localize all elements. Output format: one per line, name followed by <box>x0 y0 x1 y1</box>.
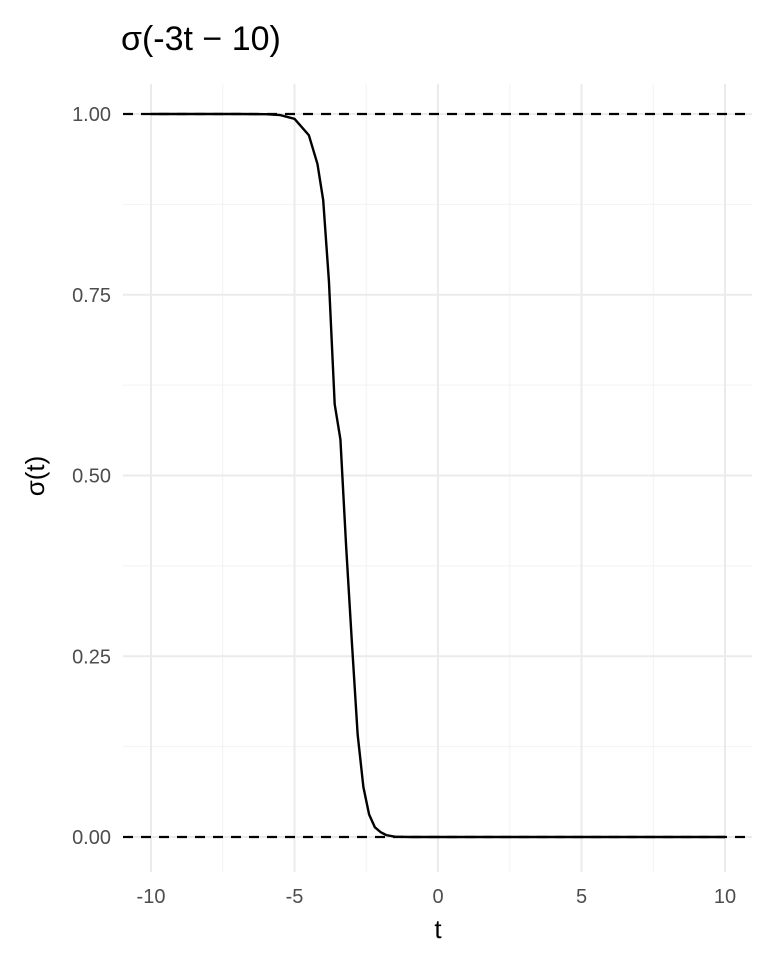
major-gridlines <box>123 84 752 872</box>
chart-title: σ(-3t − 10) <box>121 20 281 58</box>
x-axis-title: t <box>434 914 442 944</box>
y-tick-label: 1.00 <box>72 104 111 126</box>
y-tick-label: 0.50 <box>72 466 111 488</box>
x-tick-label: -10 <box>137 886 166 908</box>
y-tick-label: 0.00 <box>72 827 111 849</box>
series-line-0 <box>151 112 725 839</box>
y-axis-ticks: 0.00 0.25 0.50 0.75 1.00 <box>72 104 111 849</box>
x-tick-label: 0 <box>432 886 443 908</box>
x-tick-label: 10 <box>714 886 736 908</box>
y-tick-label: 0.75 <box>72 285 111 307</box>
x-axis-ticks: -10 -5 0 5 10 <box>137 886 737 908</box>
y-axis-title: σ(t) <box>20 456 50 497</box>
x-tick-label: -5 <box>286 886 304 908</box>
series-layer <box>151 112 725 839</box>
y-tick-label: 0.25 <box>72 646 111 668</box>
x-tick-label: 5 <box>576 886 587 908</box>
